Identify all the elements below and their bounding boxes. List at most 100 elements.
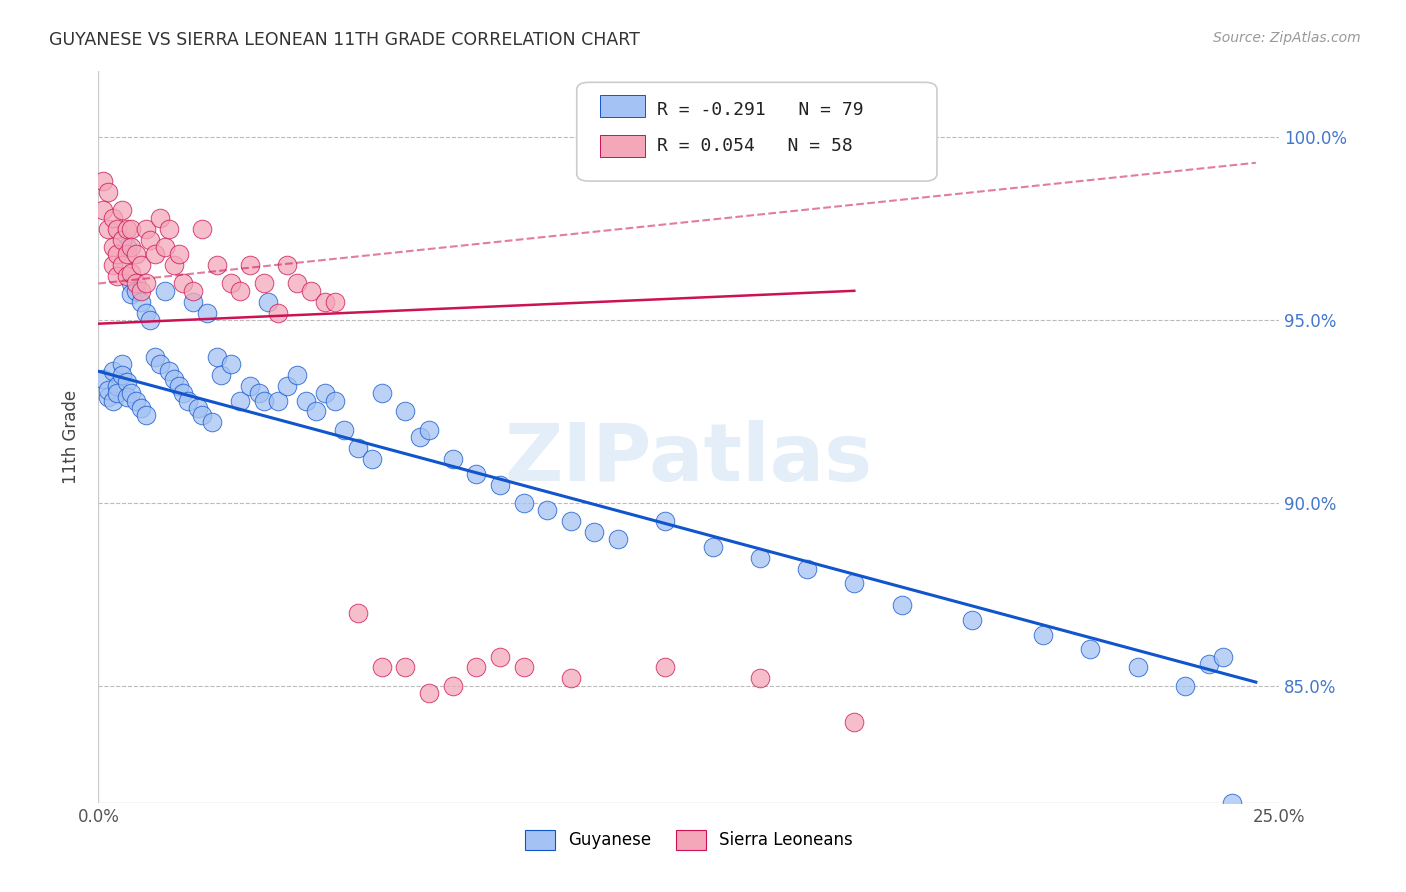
Point <box>101 211 124 225</box>
Point <box>1198 657 1220 671</box>
Text: ZIPatlas: ZIPatlas <box>505 420 873 498</box>
Point <box>97 383 120 397</box>
Point <box>962 613 984 627</box>
Point <box>299 284 322 298</box>
Point <box>205 350 228 364</box>
Point <box>314 386 336 401</box>
Point <box>441 452 464 467</box>
FancyBboxPatch shape <box>576 82 936 181</box>
Point <box>129 401 152 415</box>
Point <box>295 393 318 408</box>
Point <box>560 672 582 686</box>
Point <box>149 357 172 371</box>
Point <box>121 287 143 301</box>
Point <box>91 174 114 188</box>
Point <box>115 269 138 284</box>
Point <box>101 258 124 272</box>
Point <box>105 386 128 401</box>
Point <box>143 350 166 364</box>
Point <box>153 240 176 254</box>
Point <box>135 277 157 291</box>
Point <box>489 649 512 664</box>
Point <box>229 284 252 298</box>
Point <box>890 599 912 613</box>
Point <box>121 277 143 291</box>
Point <box>115 221 138 235</box>
Bar <box>600 135 645 157</box>
Point <box>149 211 172 225</box>
Point <box>115 240 138 254</box>
Point <box>91 371 114 385</box>
Point <box>1126 660 1149 674</box>
Point <box>512 496 534 510</box>
Point <box>115 375 138 389</box>
Point <box>111 203 134 218</box>
Point <box>129 294 152 309</box>
Point <box>607 533 630 547</box>
Point <box>305 404 328 418</box>
Point <box>1212 649 1234 664</box>
Point <box>512 660 534 674</box>
Point <box>121 240 143 254</box>
Point <box>191 221 214 235</box>
Point <box>125 247 148 261</box>
Point <box>181 284 204 298</box>
Point <box>111 368 134 382</box>
Text: Source: ZipAtlas.com: Source: ZipAtlas.com <box>1213 31 1361 45</box>
Point <box>441 679 464 693</box>
Point <box>111 233 134 247</box>
Point <box>97 221 120 235</box>
Point <box>105 269 128 284</box>
Point <box>418 686 440 700</box>
Point <box>205 258 228 272</box>
Point <box>101 393 124 408</box>
Point <box>276 379 298 393</box>
Point <box>1174 679 1197 693</box>
Point <box>418 423 440 437</box>
Y-axis label: 11th Grade: 11th Grade <box>62 390 80 484</box>
Point <box>143 247 166 261</box>
Point <box>219 277 242 291</box>
Point <box>371 660 394 674</box>
Point <box>229 393 252 408</box>
Point <box>135 306 157 320</box>
Point <box>187 401 209 415</box>
Point <box>247 386 270 401</box>
Point <box>135 221 157 235</box>
Point <box>796 562 818 576</box>
Point <box>105 247 128 261</box>
Point <box>115 247 138 261</box>
Point <box>394 660 416 674</box>
Point <box>111 258 134 272</box>
Point <box>125 284 148 298</box>
Legend: Guyanese, Sierra Leoneans: Guyanese, Sierra Leoneans <box>517 823 860 856</box>
Point <box>135 408 157 422</box>
Point <box>219 357 242 371</box>
Point <box>191 408 214 422</box>
Point <box>101 240 124 254</box>
Point <box>253 277 276 291</box>
Point <box>465 467 488 481</box>
Point <box>276 258 298 272</box>
Point <box>323 393 346 408</box>
Text: R = -0.291   N = 79: R = -0.291 N = 79 <box>657 101 863 119</box>
Point <box>167 247 190 261</box>
Point <box>125 393 148 408</box>
Point <box>157 221 180 235</box>
Point <box>115 390 138 404</box>
Point <box>153 284 176 298</box>
Point <box>702 540 724 554</box>
Point <box>408 430 430 444</box>
Point <box>105 379 128 393</box>
Point <box>536 503 558 517</box>
Point <box>844 576 866 591</box>
Point <box>157 364 180 378</box>
Text: GUYANESE VS SIERRA LEONEAN 11TH GRADE CORRELATION CHART: GUYANESE VS SIERRA LEONEAN 11TH GRADE CO… <box>49 31 640 49</box>
Point <box>97 185 120 199</box>
Point <box>489 477 512 491</box>
Point <box>129 258 152 272</box>
Point <box>111 357 134 371</box>
Point <box>323 294 346 309</box>
Point <box>314 294 336 309</box>
Bar <box>600 95 645 118</box>
